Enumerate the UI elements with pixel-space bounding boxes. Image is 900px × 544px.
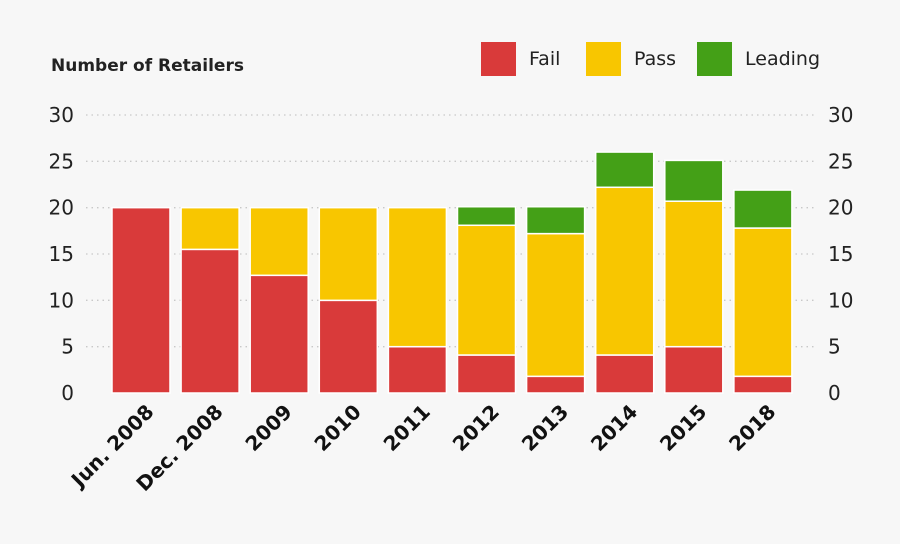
bar-fail-2018 [733,375,793,394]
y-tick-left: 5 [61,335,74,359]
bar-pass-2010 [318,206,379,302]
bar-leading-2015 [664,159,724,202]
y-tick-left: 25 [49,149,74,173]
legend-label-leading: Leading [745,48,820,70]
bar-fail-2012 [456,354,517,394]
y-tick-right: 0 [828,381,841,405]
legend-swatch-pass [586,42,621,76]
legend-label-pass: Pass [634,48,676,70]
y-tick-right: 30 [828,103,853,127]
bar-pass-2014 [594,186,655,356]
y-tick-right: 25 [828,149,853,173]
bar-leading-2018 [733,189,793,229]
y-tick-right: 15 [828,242,853,266]
bar-pass-2011 [387,206,448,348]
y-tick-right: 10 [828,288,853,312]
legend: Fail Pass Leading [481,42,820,76]
x-tick-label: 2010 [309,400,365,456]
bar-fail-dec-2008 [180,248,240,394]
y-tick-right: 20 [828,196,853,220]
bar-leading-2014 [594,151,655,189]
x-tick-label: 2013 [517,400,573,456]
y-tick-left: 30 [49,103,74,127]
bar-fail-2009 [249,274,309,394]
bar-fail-2011 [387,345,448,394]
x-tick-label: 2014 [586,400,642,456]
bar-leading-2012 [456,205,517,227]
bar-fail-2015 [664,345,724,394]
bar-pass-2018 [733,227,793,378]
legend-swatch-fail [481,42,516,76]
y-tick-left: 15 [49,242,74,266]
legend-label-fail: Fail [529,48,560,70]
bar-leading-2013 [525,205,586,235]
bar-pass-2012 [456,224,517,356]
x-tick-label: 2015 [655,400,711,456]
x-tick-label: 2011 [379,400,435,456]
bars [111,151,793,394]
y-tick-left: 10 [49,288,74,312]
y-tick-right: 5 [828,335,841,359]
bar-fail-jun-2008 [111,206,171,394]
x-tick-label: 2009 [240,400,296,456]
bar-pass-2015 [664,200,724,348]
bar-pass-2013 [525,232,586,378]
y-axis-ticks: 0 0 5 5 10 10 15 15 20 20 25 25 30 30 [49,103,854,405]
y-tick-left: 20 [49,196,74,220]
x-tick-label: 2012 [448,400,504,456]
y-axis-title: Number of Retailers [51,56,244,76]
bar-fail-2014 [594,354,655,394]
bar-fail-2010 [318,299,379,394]
bar-pass-2009 [249,206,309,277]
y-tick-left: 0 [61,381,74,405]
bar-fail-2013 [525,375,586,394]
bar-pass-dec-2008 [180,206,240,251]
x-tick-label: 2018 [724,400,780,456]
legend-swatch-leading [697,42,732,76]
